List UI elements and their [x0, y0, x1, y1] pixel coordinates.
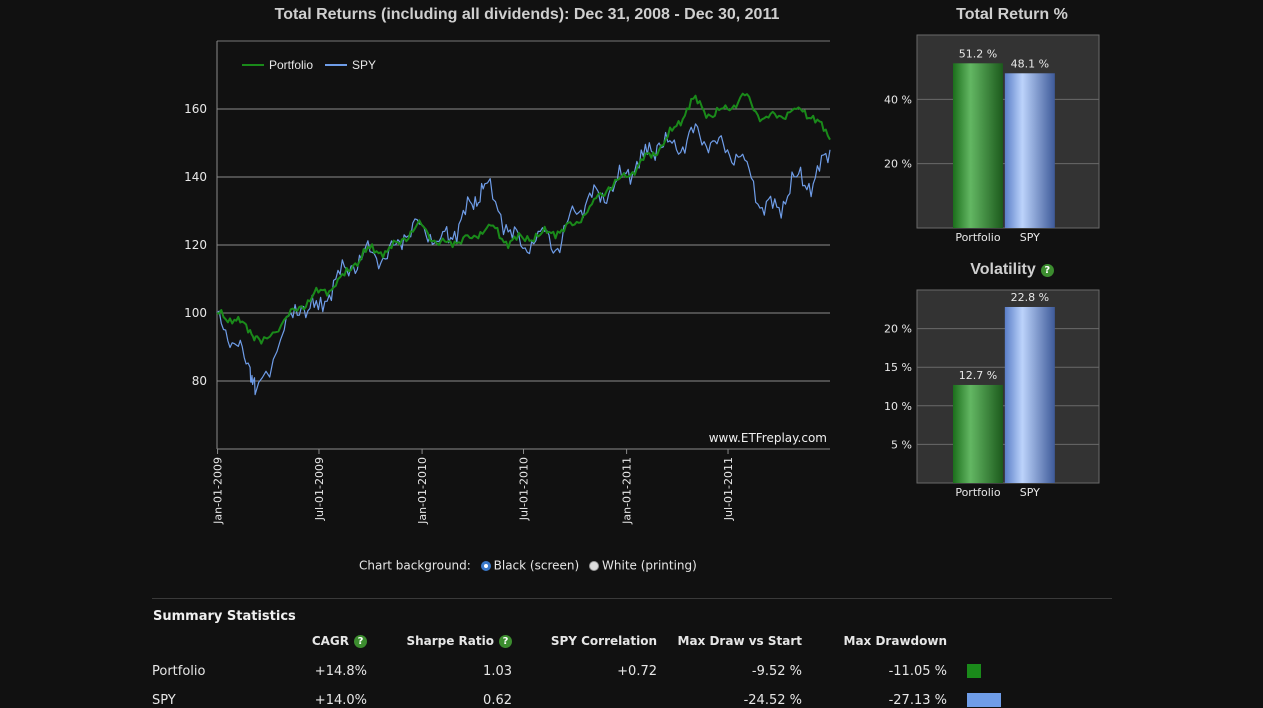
bar-value-label: 12.7 %: [959, 369, 997, 382]
bar-y-tick-label: 20 %: [884, 158, 912, 171]
main-chart-title: Total Returns (including all dividends):…: [274, 6, 780, 23]
x-tick-label: Jan-01-2010: [416, 457, 429, 525]
bar-y-tick-label: 40 %: [884, 93, 912, 106]
header-max-draw-start: Max Draw vs Start: [677, 634, 802, 648]
x-tick-label: Jul-01-2011: [722, 457, 735, 521]
x-tick-label: Jul-01-2009: [313, 457, 326, 521]
background-label: Chart background:: [359, 558, 471, 573]
y-tick-label: 100: [184, 306, 207, 320]
bar-y-tick-label: 5 %: [891, 438, 912, 451]
spy-cagr: +14.0%: [314, 693, 367, 708]
x-tick-label: Jan-01-2011: [621, 457, 634, 525]
spy-color-swatch: [967, 693, 1001, 707]
series-line-spy: [216, 123, 831, 396]
spy-max-drawdown: -27.13 %: [888, 693, 947, 708]
portfolio-correlation: +0.72: [617, 664, 657, 679]
total-return-title: Total Return %: [956, 6, 1068, 23]
header-cagr: CAGR?: [292, 634, 367, 648]
legend-label-portfolio: Portfolio: [269, 58, 313, 72]
header-max-drawdown: Max Drawdown: [843, 634, 947, 648]
question-circle-icon[interactable]: ?: [1040, 264, 1054, 277]
volatility-title: Volatility?: [917, 261, 1107, 279]
y-tick-label: 160: [184, 102, 207, 116]
bar-category-label: Portfolio: [955, 486, 1001, 499]
portfolio-cagr: +14.8%: [314, 664, 367, 679]
x-tick-label: Jan-01-2009: [212, 457, 225, 525]
bar-category-label: Portfolio: [955, 231, 1001, 244]
spy-sharpe: 0.62: [483, 693, 512, 708]
header-sharpe: Sharpe Ratio?: [390, 634, 512, 648]
legend-label-spy: SPY: [352, 58, 376, 72]
bar-y-tick-label: 10 %: [884, 400, 912, 413]
row-portfolio-name: Portfolio: [152, 664, 206, 679]
bar-y-tick-label: 15 %: [884, 361, 912, 374]
bar-y-tick-label: 20 %: [884, 323, 912, 336]
bar-portfolio: [952, 384, 1003, 483]
bar-value-label: 51.2 %: [959, 47, 997, 60]
question-circle-icon[interactable]: ?: [499, 635, 512, 648]
volatility-chart: 5 % 10 % 15 % 20 % 12.7 % Portfolio 22.8 % SPY: [884, 289, 1100, 499]
portfolio-max-drawdown: -11.05 %: [888, 664, 947, 679]
radio-black-screen[interactable]: [480, 560, 491, 571]
portfolio-max-draw-start: -9.52 %: [751, 664, 802, 679]
background-selector: Chart background: Black (screen) White (…: [359, 558, 697, 573]
header-spy-correlation: SPY Correlation: [550, 634, 657, 648]
header-cagr-label: CAGR: [311, 634, 349, 648]
bar-value-label: 22.8 %: [1011, 291, 1049, 304]
y-tick-label: 80: [192, 374, 207, 388]
main-plot-area: 80 100 120 140 160 Jan-01-2009 Jul-01-2009 Jan-…: [184, 40, 831, 525]
spy-max-draw-start: -24.52 %: [743, 693, 802, 708]
summary-title: Summary Statistics: [153, 609, 296, 624]
y-tick-label: 120: [184, 238, 207, 252]
section-divider: [152, 598, 1112, 599]
y-tick-label: 140: [184, 170, 207, 184]
total-return-chart: 20 % 40 % 51.2 % Portfolio 48.1 % SPY: [884, 34, 1100, 244]
radio-white-printing[interactable]: [589, 560, 600, 571]
bar-value-label: 48.1 %: [1011, 57, 1049, 70]
option-white-label[interactable]: White (printing): [602, 558, 697, 573]
option-black-label[interactable]: Black (screen): [493, 558, 580, 573]
series-line-portfolio: [216, 92, 831, 345]
portfolio-sharpe: 1.03: [483, 664, 512, 679]
portfolio-color-swatch: [967, 664, 981, 678]
bar-spy: [1004, 73, 1055, 228]
bar-spy: [1004, 306, 1055, 483]
bar-portfolio: [952, 63, 1003, 228]
watermark: www.ETFreplay.com: [709, 431, 827, 445]
row-spy-name: SPY: [152, 693, 176, 708]
x-tick-label: Jul-01-2010: [518, 457, 531, 521]
header-sharpe-label: Sharpe Ratio: [406, 634, 494, 648]
question-circle-icon[interactable]: ?: [354, 635, 367, 648]
volatility-title-text: Volatility: [970, 261, 1036, 278]
bar-category-label: SPY: [1020, 231, 1040, 244]
bar-category-label: SPY: [1020, 486, 1040, 499]
